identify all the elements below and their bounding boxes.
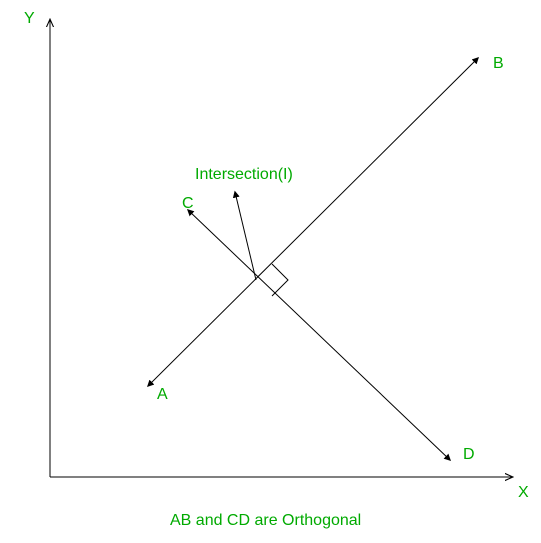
label-y: Y	[24, 10, 35, 28]
line-ab	[148, 58, 478, 386]
label-c: C	[182, 195, 194, 213]
label-a: A	[157, 386, 168, 404]
label-b: B	[493, 55, 504, 73]
diagram-canvas: Y X A B C D Intersection(I) AB and CD ar…	[0, 0, 541, 543]
label-x: X	[518, 484, 529, 502]
caption: AB and CD are Orthogonal	[170, 512, 361, 530]
label-intersection: Intersection(I)	[195, 166, 293, 184]
line-cd	[188, 210, 450, 460]
right-angle-marker	[272, 264, 288, 296]
label-d: D	[463, 446, 475, 464]
diagram-svg	[0, 0, 541, 543]
intersection-pointer	[235, 192, 256, 280]
